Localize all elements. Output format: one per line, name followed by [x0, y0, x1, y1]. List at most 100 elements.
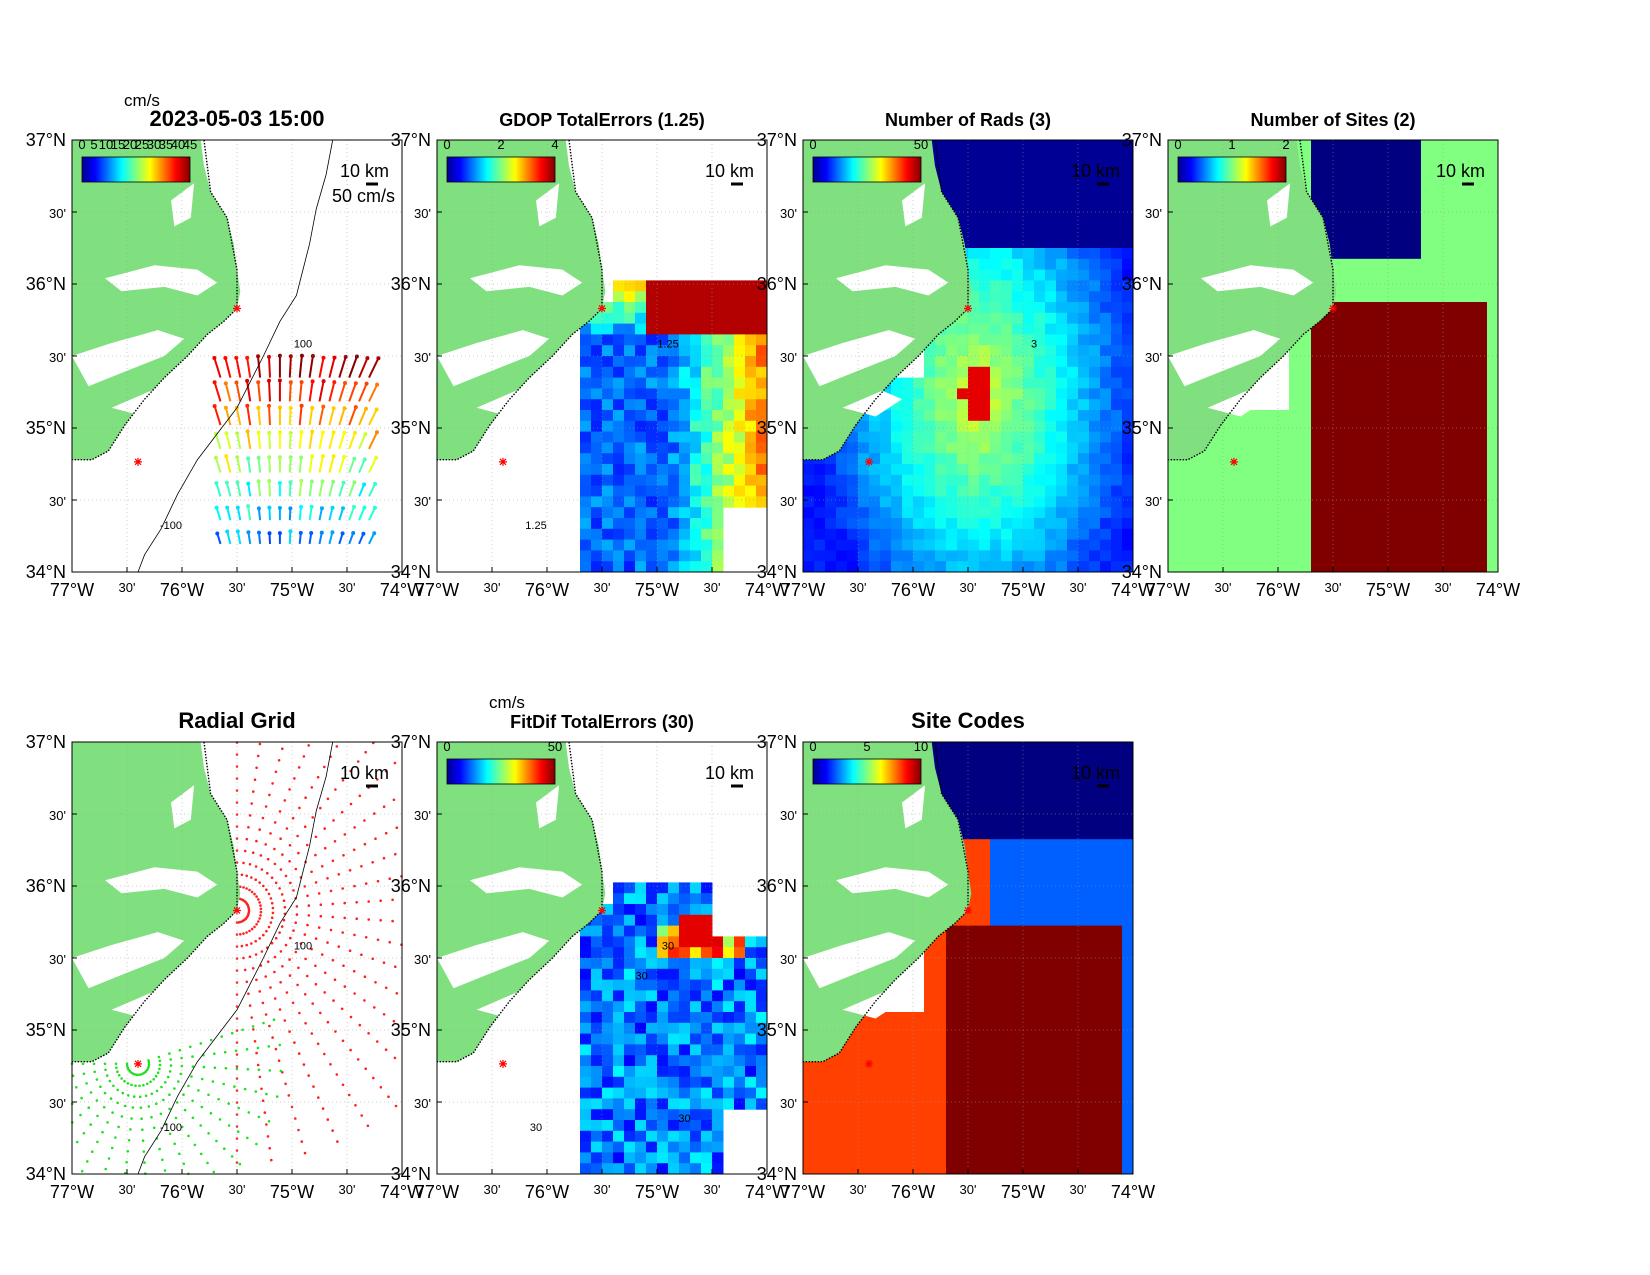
data-cell [891, 1163, 903, 1175]
radial-grid-point [254, 953, 258, 956]
data-cell [1034, 947, 1046, 959]
data-cell [657, 979, 669, 991]
data-cell [946, 1033, 958, 1045]
data-cell [1078, 410, 1090, 422]
lat-tick-label: 34°N [757, 1164, 797, 1184]
data-cell [1089, 1152, 1101, 1164]
data-cell [990, 140, 1002, 152]
data-cell [1045, 356, 1057, 368]
data-cell [1377, 280, 1389, 292]
data-cell [1377, 485, 1389, 497]
current-vector-head [362, 505, 367, 510]
data-cell [957, 817, 969, 829]
contour-label: -100 [160, 1122, 182, 1134]
data-cell [1234, 561, 1246, 573]
current-vector-head [375, 430, 379, 435]
data-cell [1012, 485, 1024, 497]
data-cell [924, 1087, 936, 1099]
radial-grid-point [288, 958, 291, 961]
radial-grid-point [360, 1114, 364, 1117]
data-cell [1012, 1152, 1024, 1164]
data-cell [1001, 1076, 1013, 1089]
radial-grid-point [372, 1076, 375, 1080]
data-cell [613, 431, 625, 443]
data-cell [1056, 237, 1068, 249]
radial-grid-point [199, 1124, 202, 1127]
data-cell [935, 1087, 947, 1099]
data-cell [690, 914, 702, 927]
data-cell [1212, 528, 1224, 541]
data-cell [635, 914, 647, 927]
data-cell [1001, 140, 1013, 152]
data-cell [968, 1098, 980, 1110]
data-cell [679, 1152, 691, 1164]
data-cell [1012, 356, 1024, 368]
lat-tick-label: 37°N [391, 130, 431, 150]
data-cell [979, 936, 991, 948]
data-cell [1012, 237, 1024, 249]
data-cell [657, 1130, 669, 1143]
data-cell [957, 388, 969, 400]
radial-grid-point [259, 907, 263, 911]
data-cell [946, 1012, 958, 1024]
radial-grid-point [89, 1123, 92, 1126]
data-cell [1234, 539, 1246, 551]
radial-grid-point [296, 834, 299, 838]
data-cell [935, 774, 947, 786]
radial-grid-point [259, 914, 262, 917]
data-cell [1465, 215, 1477, 227]
data-cell [891, 1022, 903, 1035]
data-cell [1377, 442, 1389, 454]
data-cell [635, 464, 647, 476]
land-mass [803, 140, 972, 460]
data-cell [803, 474, 815, 487]
data-cell [1111, 1163, 1123, 1175]
data-cell [624, 377, 636, 389]
data-cell [1322, 561, 1334, 573]
colorbar-tick: 30 [147, 137, 161, 152]
data-cell [690, 1033, 702, 1045]
data-cell [1023, 1120, 1035, 1132]
data-cell [1034, 226, 1046, 238]
radial-grid-point [164, 1081, 167, 1084]
data-cell [935, 1098, 947, 1110]
data-cell [1344, 561, 1356, 573]
data-cell [803, 464, 815, 476]
data-cell [1122, 904, 1134, 916]
data-cell [635, 302, 647, 314]
data-cell [1223, 528, 1235, 541]
data-cell [1322, 356, 1334, 368]
data-cell [613, 990, 625, 1002]
data-cell [646, 1152, 658, 1164]
data-cell [1056, 893, 1068, 905]
data-cell [1012, 258, 1024, 271]
data-cell [1443, 280, 1455, 292]
data-cell [1421, 345, 1433, 357]
data-cell [657, 485, 669, 497]
data-cell [580, 958, 592, 970]
data-cell [1487, 507, 1499, 519]
current-vector [348, 481, 356, 497]
data-cell [646, 518, 658, 530]
data-cell [946, 1087, 958, 1099]
data-cell [1034, 1109, 1046, 1121]
data-cell [891, 1120, 903, 1132]
data-cell [979, 561, 991, 573]
current-vector [368, 384, 379, 402]
data-cell [1023, 226, 1035, 238]
data-cell [880, 1012, 892, 1024]
data-cell [990, 925, 1002, 937]
current-vector-head [225, 505, 230, 510]
current-vector-head [364, 406, 368, 411]
data-cell [646, 485, 658, 497]
data-cell [1322, 334, 1334, 346]
radial-grid-point [179, 1072, 183, 1076]
data-cell [913, 1109, 925, 1121]
data-cell [979, 828, 991, 840]
data-cell [701, 979, 713, 991]
data-cell [990, 1076, 1002, 1089]
current-vector [288, 407, 292, 426]
data-cell [1100, 280, 1112, 292]
data-cell [880, 1098, 892, 1110]
sound-water [902, 183, 926, 227]
